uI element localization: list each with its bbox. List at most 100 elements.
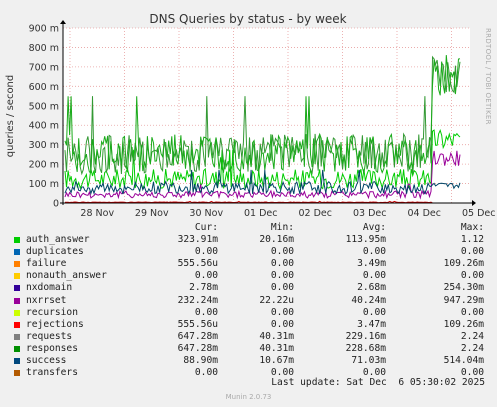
legend-swatch bbox=[14, 345, 20, 352]
series-line-responses bbox=[64, 55, 461, 174]
legend-max: 2.24 bbox=[460, 330, 484, 342]
y-tick-label: 500 m bbox=[29, 101, 59, 112]
legend-max: 1.12 bbox=[460, 234, 484, 246]
legend-avg: 3.49m bbox=[357, 258, 386, 270]
legend-avg: 71.03m bbox=[351, 355, 386, 367]
legend-max: 109.26m bbox=[443, 318, 484, 330]
y-tick-label: 800 m bbox=[29, 43, 59, 54]
legend-header-avg: Avg: bbox=[362, 222, 386, 233]
legend-min: 22.22u bbox=[259, 294, 294, 306]
legend-header-max: Max: bbox=[460, 222, 484, 233]
legend-name: failure bbox=[26, 258, 67, 270]
legend-row-auth_answer: auth_answer 323.91m 20.16m 113.95m 1.12 bbox=[12, 234, 492, 246]
y-axis-label: queries / second bbox=[5, 75, 16, 157]
legend-max: 514.04m bbox=[443, 355, 484, 367]
y-tick-label: 400 m bbox=[29, 121, 59, 132]
y-tick-label: 300 m bbox=[29, 140, 59, 151]
legend-row-success: success 88.90m 10.67m 71.03m 514.04m bbox=[12, 355, 492, 367]
legend-header-min: Min: bbox=[270, 222, 294, 233]
legend-row-failure: failure 555.56u 0.00 3.49m 109.26m bbox=[12, 258, 492, 270]
legend-row-nonauth_answer: nonauth_answer 0.00 0.00 0.00 0.00 bbox=[12, 270, 492, 282]
legend: Cur: Min: Avg: Max: auth_answer 323.91m 20… bbox=[12, 222, 492, 379]
legend-swatch bbox=[14, 358, 20, 365]
legend-min: 0.00 bbox=[270, 282, 294, 294]
munin-version: Munin 2.0.73 bbox=[225, 393, 272, 401]
series-line-nxrrset bbox=[64, 150, 461, 200]
legend-swatch bbox=[14, 273, 20, 280]
legend-swatch bbox=[14, 285, 20, 292]
legend-name: success bbox=[26, 355, 67, 367]
legend-max: 0.00 bbox=[460, 270, 484, 282]
y-tick-label: 200 m bbox=[29, 160, 59, 171]
legend-min: 40.31m bbox=[259, 330, 294, 342]
legend-swatch bbox=[14, 249, 20, 256]
plot-area bbox=[63, 28, 470, 203]
legend-cur: 232.24m bbox=[177, 294, 218, 306]
tick-labels: 0 100 m 200 m 300 m 400 m 500 m 600 m 700 m 800 … bbox=[29, 24, 496, 220]
legend-cur: 555.56u bbox=[177, 258, 218, 270]
legend-swatch bbox=[14, 237, 20, 244]
legend-row-nxdomain: nxdomain 2.78m 0.00 2.68m 254.30m bbox=[12, 282, 492, 294]
y-axis-arrow bbox=[60, 20, 66, 24]
legend-avg: 3.47m bbox=[357, 318, 386, 330]
legend-min: 0.00 bbox=[270, 306, 294, 318]
legend-cur: 0.00 bbox=[194, 306, 218, 318]
legend-row-recursion: recursion 0.00 0.00 0.00 0.00 bbox=[12, 307, 492, 319]
series-line-auth_answer bbox=[64, 128, 461, 191]
legend-min: 0.00 bbox=[270, 367, 294, 379]
legend-max: 947.29m bbox=[443, 294, 484, 306]
legend-cur: 647.28m bbox=[177, 330, 218, 342]
legend-max: 109.26m bbox=[443, 258, 484, 270]
dns-queries-chart: DNS Queries by status - by week queries … bbox=[5, 12, 496, 220]
last-update: Last update: Sat Dec 6 05:30:02 2025 bbox=[271, 377, 485, 388]
legend-row-transfers: transfers 0.00 0.00 0.00 0.00 bbox=[12, 367, 492, 379]
legend-avg: 0.00 bbox=[362, 367, 386, 379]
legend-cur: 647.28m bbox=[177, 342, 218, 354]
legend-row-requests: requests 647.28m 40.31m 229.16m 2.24 bbox=[12, 331, 492, 343]
legend-name: auth_answer bbox=[26, 234, 90, 246]
legend-max: 0.00 bbox=[460, 246, 484, 258]
legend-swatch bbox=[14, 333, 20, 340]
legend-min: 40.31m bbox=[259, 342, 294, 354]
series-line-success bbox=[64, 169, 461, 196]
legend-avg: 113.95m bbox=[345, 234, 386, 246]
legend-name: nxrrset bbox=[26, 294, 67, 306]
legend-swatch bbox=[14, 297, 20, 304]
rrdtool-credit: RRDTOOL / TOBI OETIKER bbox=[484, 28, 492, 125]
x-axis-arrow bbox=[472, 200, 476, 206]
legend-cur: 0.00 bbox=[194, 246, 218, 258]
legend-avg: 229.16m bbox=[345, 330, 386, 342]
legend-cur: 323.91m bbox=[177, 234, 218, 246]
legend-row-rejections: rejections 555.56u 0.00 3.47m 109.26m bbox=[12, 319, 492, 331]
legend-min: 0.00 bbox=[270, 270, 294, 282]
legend-row-duplicates: duplicates 0.00 0.00 0.00 0.00 bbox=[12, 246, 492, 258]
x-tick-label: 28 Nov bbox=[80, 208, 114, 219]
legend-avg: 228.68m bbox=[345, 342, 386, 354]
y-tick-label: 700 m bbox=[29, 62, 59, 73]
x-tick-label: 05 Dec bbox=[462, 208, 496, 219]
legend-avg: 40.24m bbox=[351, 294, 386, 306]
legend-name: duplicates bbox=[26, 246, 84, 258]
x-tick-label: 03 Dec bbox=[353, 208, 387, 219]
legend-name: transfers bbox=[26, 367, 78, 379]
y-tick-label: 0 bbox=[53, 199, 59, 210]
legend-avg: 2.68m bbox=[357, 282, 386, 294]
legend-name: requests bbox=[26, 330, 73, 342]
legend-name: recursion bbox=[26, 306, 78, 318]
x-tick-label: 29 Nov bbox=[135, 208, 169, 219]
legend-cur: 2.78m bbox=[189, 282, 218, 294]
series-line-requests bbox=[64, 55, 461, 176]
x-tick-label: 04 Dec bbox=[408, 208, 442, 219]
legend-min: 10.67m bbox=[259, 355, 294, 367]
legend-swatch bbox=[14, 309, 20, 316]
legend-min: 0.00 bbox=[270, 246, 294, 258]
legend-max: 0.00 bbox=[460, 367, 484, 379]
legend-avg: 0.00 bbox=[362, 246, 386, 258]
legend-swatch bbox=[14, 370, 20, 377]
chart-title: DNS Queries by status - by week bbox=[149, 12, 346, 26]
legend-cur: 0.00 bbox=[194, 270, 218, 282]
legend-min: 0.00 bbox=[270, 318, 294, 330]
legend-avg: 0.00 bbox=[362, 306, 386, 318]
y-tick-label: 600 m bbox=[29, 82, 59, 93]
